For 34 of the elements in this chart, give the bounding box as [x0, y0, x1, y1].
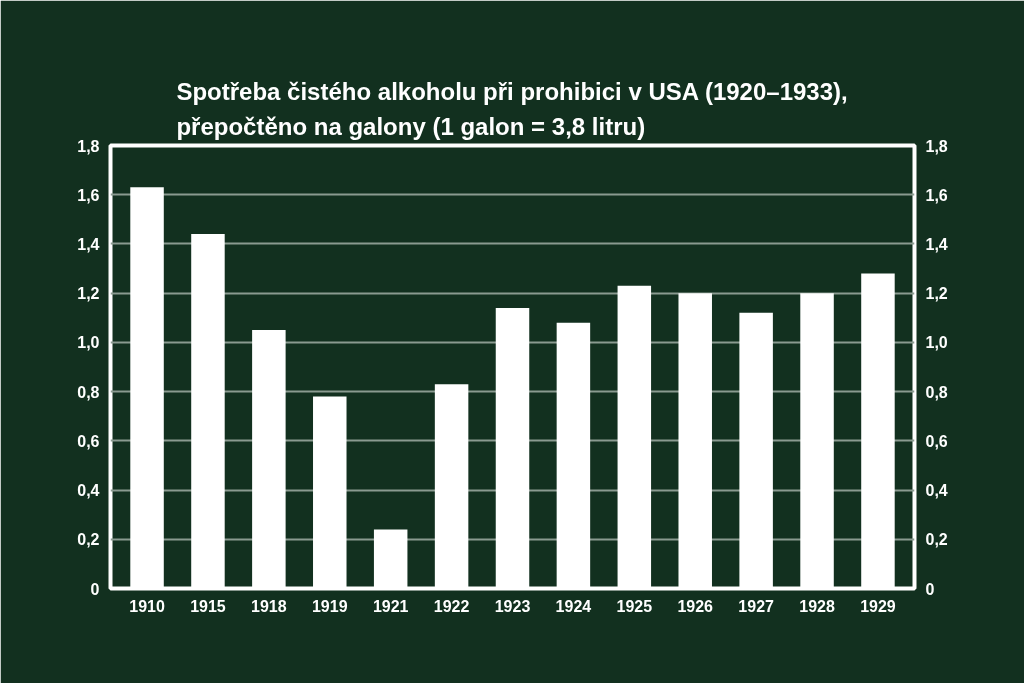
y2-tick-label: 1,8 [925, 137, 948, 155]
y2-tick-label: 0,6 [925, 432, 948, 450]
y-tick-label: 0 [90, 580, 100, 598]
x-tick-label: 1915 [190, 597, 226, 615]
x-tick-label: 1923 [494, 597, 531, 615]
x-tick-label: 1929 [860, 597, 896, 615]
x-tick-label: 1926 [677, 597, 714, 615]
y-tick-label: 0,2 [77, 531, 100, 549]
y2-tick-label: 1,4 [925, 235, 948, 253]
x-tick-label: 1918 [251, 597, 287, 615]
y-tick-label: 1,6 [77, 186, 100, 204]
y-tick-label: 0,8 [77, 383, 100, 401]
y2-tick-label: 0,8 [925, 383, 948, 401]
y-tick-label: 0,4 [77, 482, 100, 500]
y-tick-label: 0,6 [77, 432, 100, 450]
chart-title: Spotřeba čistého alkoholu při prohibici v USA (1920–1933), přepočtěno na galony (1 galon = 3,8 litru) [176, 78, 848, 141]
y2-tick-label: 1,0 [925, 334, 948, 352]
y2-tick-label: 0,2 [925, 531, 948, 549]
y2-tick-label: 0,4 [925, 482, 948, 500]
x-tick-label: 1928 [799, 597, 835, 615]
x-tick-label: 1910 [129, 597, 165, 615]
y2-tick-label: 0 [925, 580, 935, 598]
x-tick-label: 1922 [433, 597, 470, 615]
y-tick-label: 1,4 [77, 235, 100, 253]
x-tick-label: 1921 [372, 597, 409, 615]
x-tick-label: 1925 [616, 597, 653, 615]
y2-tick-label: 1,6 [925, 186, 948, 204]
y-tick-label: 1,2 [77, 285, 100, 303]
y2-tick-label: 1,2 [925, 285, 948, 303]
x-tick-label: 1919 [311, 597, 348, 615]
y-tick-label: 1,0 [77, 334, 100, 352]
x-tick-label: 1924 [555, 597, 592, 615]
x-tick-label: 1927 [738, 597, 775, 615]
y-tick-label: 1,8 [77, 137, 100, 155]
